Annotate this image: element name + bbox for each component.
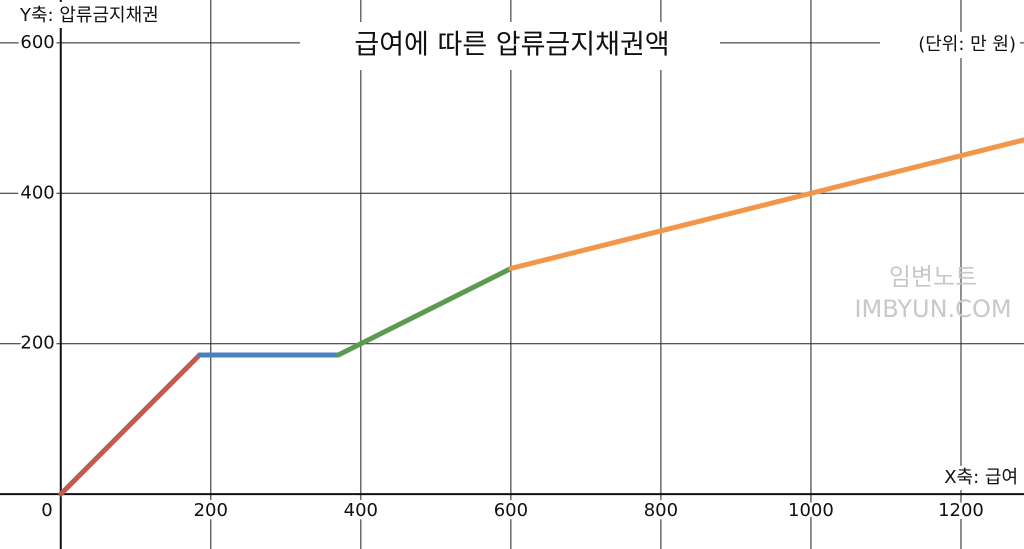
y-tick-label: 200 xyxy=(20,333,54,354)
watermark: IMBYUN.COM xyxy=(854,295,1011,323)
line-series xyxy=(58,352,203,497)
label-background xyxy=(14,2,190,28)
unit-label: (단위: 만 원) xyxy=(918,34,1016,55)
x-axis-label: X축: 급여 xyxy=(944,467,1018,488)
x-tick-label: 600 xyxy=(494,500,528,521)
label-background xyxy=(880,32,1020,58)
x-tick-label: 1000 xyxy=(788,500,834,521)
watermark: 임변노트 xyxy=(889,263,977,291)
labels: 0 200 400 600 800 1000 1200 200 400 600 급여에 따른 압류금… xyxy=(14,2,1024,524)
y-tick-label: 600 xyxy=(20,32,54,53)
x-tick-label: 400 xyxy=(344,500,378,521)
x-tick-label: 800 xyxy=(644,500,678,521)
x-tick-label: 200 xyxy=(194,500,228,521)
y-tick-label: 400 xyxy=(20,182,54,203)
label-background xyxy=(926,466,1024,490)
y-axis-label: Y축: 압류금지채권 xyxy=(19,5,159,26)
x-tick-label: 0 xyxy=(41,500,52,521)
label-background xyxy=(300,22,720,70)
x-tick-label: 1200 xyxy=(938,500,984,521)
line-series xyxy=(508,137,1024,271)
line-series xyxy=(335,265,514,358)
plot xyxy=(58,137,1024,497)
chart-title: 급여에 따른 압류금지채권액 xyxy=(354,30,669,61)
